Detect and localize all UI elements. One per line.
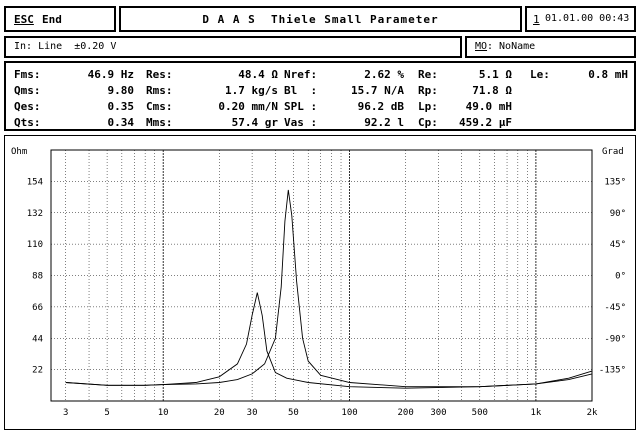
param-value: 459.2 μF — [459, 116, 512, 129]
param-value: 0.20 mm/N — [218, 100, 278, 113]
y-tick-label-right: -135° — [599, 366, 626, 376]
end-label: End — [42, 13, 62, 26]
param-value: 96.2 dB — [357, 100, 404, 113]
param-value: 92.2 l — [364, 116, 404, 129]
parameter-panel: Fms: 46.9 Hz Res: 48.4 Ω Nref: 2.62 % Re… — [4, 61, 636, 131]
date-button[interactable]: 1 01.01.00 00:43 — [525, 6, 636, 32]
x-tick-label: 30 — [247, 408, 258, 418]
param-label: Rms: — [146, 84, 173, 97]
y-tick-label-right: -45° — [604, 303, 626, 313]
param-label: Vas : — [284, 116, 318, 129]
title-bar: D A A S Thiele Small Parameter — [119, 6, 522, 32]
param-value: 1.7 kg/s — [225, 84, 278, 97]
model-key-label: MO — [475, 41, 488, 52]
y-tick-label-right: -90° — [604, 334, 626, 344]
y-tick-label-left: 44 — [32, 334, 43, 344]
date-value: 01.01.00 00:43 — [545, 13, 630, 24]
x-tick-label: 10 — [158, 408, 169, 418]
y-tick-label-left: 110 — [27, 240, 43, 250]
param-label: Res: — [146, 68, 173, 81]
param-value: 0.8 mH — [588, 68, 628, 81]
escape-end-button[interactable]: ESC End — [4, 6, 116, 32]
impedance-phase-chart: 3 5 10 20 30 50 100 200 300 500 1k 2k 22 44 66 88 110 132… — [11, 147, 626, 418]
x-tick-label: 5 — [104, 408, 109, 418]
x-tick-label: 200 — [398, 408, 414, 418]
param-value: 5.1 Ω — [478, 68, 512, 81]
date-key-label: 1 — [533, 13, 540, 26]
x-tick-label: 3 — [63, 408, 68, 418]
param-label: Cp: — [418, 116, 438, 129]
y-tick-label-left: 22 — [32, 366, 43, 376]
x-tick-label: 500 — [472, 408, 488, 418]
y-axis-label-left: Ohm — [11, 147, 27, 157]
y-tick-label-left: 132 — [27, 209, 43, 219]
param-label: Nref: — [284, 68, 318, 81]
x-tick-label: 1k — [530, 408, 541, 418]
param-label: Qms: — [14, 84, 41, 97]
param-value: 46.9 Hz — [87, 68, 134, 81]
param-label: Qts: — [14, 116, 41, 129]
param-label: Qes: — [14, 100, 41, 113]
y-axis-label-right: Grad — [602, 147, 624, 157]
y-tick-label-left: 66 — [32, 303, 43, 313]
param-label: Re: — [418, 68, 438, 81]
param-label: SPL : — [284, 100, 318, 113]
param-label: Le: — [530, 68, 550, 81]
param-label: Fms: — [14, 68, 41, 81]
y-tick-label-right: 45° — [610, 240, 626, 250]
param-value: 48.4 Ω — [238, 68, 278, 81]
param-value: 71.8 Ω — [472, 84, 512, 97]
param-label: Bl : — [284, 84, 318, 97]
x-tick-label: 100 — [341, 408, 357, 418]
param-label: Rp: — [418, 84, 438, 97]
param-value: 0.34 — [107, 116, 135, 129]
x-tick-label: 300 — [430, 408, 446, 418]
y-tick-label-left: 88 — [32, 272, 43, 282]
y-tick-label-right: 90° — [610, 209, 626, 219]
param-value: 49.0 mH — [465, 100, 512, 113]
x-tick-label: 2k — [587, 408, 598, 418]
model-name-value: : NoName — [487, 41, 536, 52]
param-value: 9.80 — [107, 84, 135, 97]
chart-grid — [50, 149, 593, 402]
impedance-curve-1 — [65, 292, 593, 389]
param-value: 15.7 N/A — [351, 84, 404, 97]
page-title: D A A S Thiele Small Parameter — [202, 13, 439, 26]
input-level-label: In: Line ±0.20 V — [14, 41, 117, 52]
input-setting[interactable]: In: Line ±0.20 V — [4, 36, 462, 58]
y-tick-label-right: 0° — [615, 272, 626, 282]
param-label: Cms: — [146, 100, 173, 113]
x-tick-label: 50 — [288, 408, 299, 418]
y-tick-label-right: 135° — [604, 177, 626, 187]
model-name-field[interactable]: MO : NoName — [465, 36, 636, 58]
chart-marks — [65, 189, 593, 389]
x-tick-label: 20 — [214, 408, 225, 418]
chart-labels: 3 5 10 20 30 50 100 200 300 500 1k 2k 22 44 66 88 110 132… — [11, 147, 626, 418]
impedance-curve-2 — [65, 189, 593, 388]
impedance-chart-panel: 3 5 10 20 30 50 100 200 300 500 1k 2k 22 44 66 88 110 132… — [4, 135, 636, 430]
y-tick-label-left: 154 — [27, 177, 43, 187]
param-label: Lp: — [418, 100, 438, 113]
param-value: 57.4 gr — [231, 116, 278, 129]
param-value: 2.62 % — [364, 68, 404, 81]
escape-key-label: ESC — [14, 13, 34, 26]
param-value: 0.35 — [107, 100, 135, 113]
param-label: Mms: — [146, 116, 173, 129]
